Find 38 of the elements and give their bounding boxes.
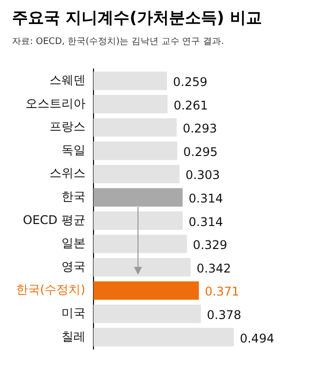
bar (93, 118, 177, 137)
y-tick-label: OECD 평균 (22, 212, 86, 227)
bar (93, 304, 201, 324)
data-label: 0.342 (196, 261, 231, 276)
bar (93, 281, 199, 300)
bar (93, 142, 178, 160)
data-label: 0.329 (192, 238, 228, 252)
y-tick-label: 영국 (61, 259, 86, 274)
bar (93, 72, 168, 90)
data-label: 0.293 (182, 122, 218, 136)
data-label: 0.314 (188, 191, 224, 206)
y-tick-label: 한국(수정치) (16, 282, 86, 297)
data-label: 0.261 (174, 98, 208, 112)
bar (93, 328, 234, 346)
data-label: 0.295 (183, 144, 218, 159)
bar (93, 234, 187, 254)
y-tick-label: 독일 (61, 142, 86, 157)
y-tick-label: 일본 (61, 236, 86, 250)
bar (93, 188, 183, 207)
chart-subtitle: 자료: OECD, 한국(수정치)는 김낙년 교수 연구 결과. (12, 36, 225, 48)
data-label: 0.314 (188, 214, 224, 229)
y-tick-label: 프랑스 (49, 120, 86, 134)
y-tick-label: 미국 (61, 306, 86, 320)
data-label: 0.303 (186, 168, 220, 182)
bar (93, 258, 191, 276)
data-label: 0.378 (206, 308, 242, 322)
y-tick-label: 스웨덴 (49, 72, 86, 87)
y-tick-label: 오스트리아 (25, 96, 86, 110)
bar (93, 164, 180, 184)
y-tick-label: 칠레 (61, 329, 86, 344)
bar (93, 211, 183, 230)
bar (93, 94, 168, 114)
data-label: 0.259 (173, 74, 208, 89)
data-label: 0.494 (240, 331, 274, 346)
y-tick-label: 한국 (61, 189, 86, 204)
y-tick-label: 스위스 (49, 166, 86, 180)
chart-title: 주요국 지니계수(가처분소득) 비교 (12, 8, 263, 29)
data-label: 0.371 (204, 284, 240, 299)
